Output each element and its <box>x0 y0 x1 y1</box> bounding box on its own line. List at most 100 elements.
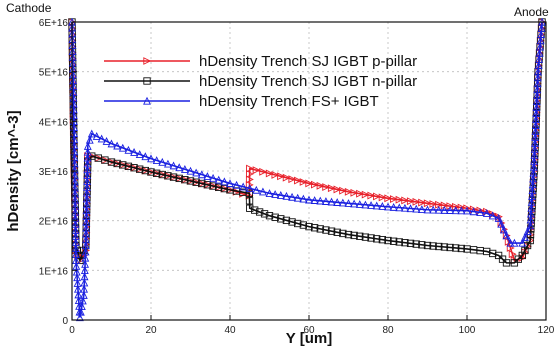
series-point <box>260 210 269 218</box>
legend: hDensity Trench SJ IGBT p-pillar hDensity… <box>104 53 417 110</box>
series-point <box>389 202 398 211</box>
series-point <box>429 200 438 208</box>
series-3 <box>68 17 546 322</box>
series-point <box>536 42 545 51</box>
series-point <box>81 247 90 256</box>
series-point <box>384 236 392 245</box>
series-point <box>83 153 92 162</box>
series-point <box>395 203 404 212</box>
series-point <box>389 195 398 203</box>
series-point <box>186 166 195 175</box>
series-point <box>124 145 133 154</box>
series-point <box>528 180 537 189</box>
legend-label: hDensity Trench SJ IGBT p-pillar <box>199 53 417 70</box>
series-point <box>350 188 359 197</box>
series-point <box>82 217 91 226</box>
series-point <box>526 215 535 224</box>
series-point <box>469 207 478 216</box>
series-point <box>192 168 201 177</box>
series-point <box>510 259 519 267</box>
y-axis: 0 1E+16 2E+16 3E+16 4E+16 5E+16 6E+16 <box>39 18 77 327</box>
series-point <box>529 168 538 177</box>
series-point <box>530 150 539 159</box>
series-point <box>529 162 538 171</box>
series-point <box>80 266 89 274</box>
annotation-cathode: Cathode <box>6 1 52 15</box>
series-point <box>361 200 370 209</box>
series-point <box>423 205 432 214</box>
series-point <box>245 184 254 193</box>
series-point <box>452 244 460 252</box>
series-point <box>534 61 543 70</box>
series-point <box>502 231 511 240</box>
series-point <box>316 181 325 190</box>
series-point <box>158 157 167 166</box>
series-point <box>446 206 454 214</box>
series-point <box>226 179 234 188</box>
x-tick-label: 120 <box>538 325 555 336</box>
series-point <box>79 290 88 299</box>
series-point <box>356 189 364 198</box>
series-point <box>83 159 92 168</box>
series-point <box>489 249 497 258</box>
series-point <box>282 216 291 225</box>
series-point <box>531 133 540 141</box>
series-point <box>271 170 280 179</box>
series-point <box>537 24 546 32</box>
series-point <box>152 169 161 177</box>
series-point <box>245 175 254 184</box>
series-point <box>373 235 381 243</box>
series-point <box>497 219 506 228</box>
series-point <box>80 284 89 293</box>
series-point <box>531 138 539 147</box>
series-point <box>102 136 111 145</box>
series-point <box>310 196 319 204</box>
series-point <box>395 238 403 246</box>
series-point <box>82 206 91 215</box>
series-point <box>494 213 503 222</box>
series-point <box>514 255 523 263</box>
series-point <box>81 253 90 262</box>
series-point <box>482 209 491 217</box>
series-point <box>494 251 503 260</box>
legend-item: hDensity Trench SJ IGBT p-pillar <box>104 53 417 70</box>
series-point <box>192 178 200 186</box>
series-point <box>389 237 398 245</box>
series-point <box>76 307 85 316</box>
x-tick-label: 80 <box>382 325 394 336</box>
series-point <box>423 241 432 250</box>
series-point <box>175 163 184 172</box>
series-point <box>506 238 515 247</box>
series-point <box>530 144 539 153</box>
series-point <box>333 228 341 236</box>
series-point <box>488 211 497 220</box>
series-point <box>113 141 122 150</box>
series-point <box>83 147 92 156</box>
series-point <box>251 206 259 214</box>
y-tick-label: 2E+16 <box>39 217 69 228</box>
series-point <box>141 166 150 175</box>
series-point <box>181 176 189 184</box>
series-point <box>530 156 539 165</box>
series-point <box>220 184 229 193</box>
series-point <box>373 192 381 201</box>
series-point <box>350 231 358 240</box>
series-point <box>521 233 529 241</box>
series-point <box>372 201 381 210</box>
series-point <box>164 172 172 180</box>
series-point <box>502 259 511 267</box>
series-point <box>384 194 393 203</box>
series-point <box>457 244 466 253</box>
series-point <box>265 212 274 220</box>
series-point <box>316 196 325 205</box>
series-point <box>498 255 507 263</box>
y-tick-label: 1E+16 <box>39 266 69 277</box>
series-point <box>305 195 313 204</box>
series-point <box>344 230 353 239</box>
series-point <box>82 229 90 238</box>
series-point <box>528 192 536 200</box>
series-point <box>158 170 166 179</box>
series-point <box>534 67 543 76</box>
series-point <box>499 225 508 234</box>
series-point <box>259 167 268 176</box>
